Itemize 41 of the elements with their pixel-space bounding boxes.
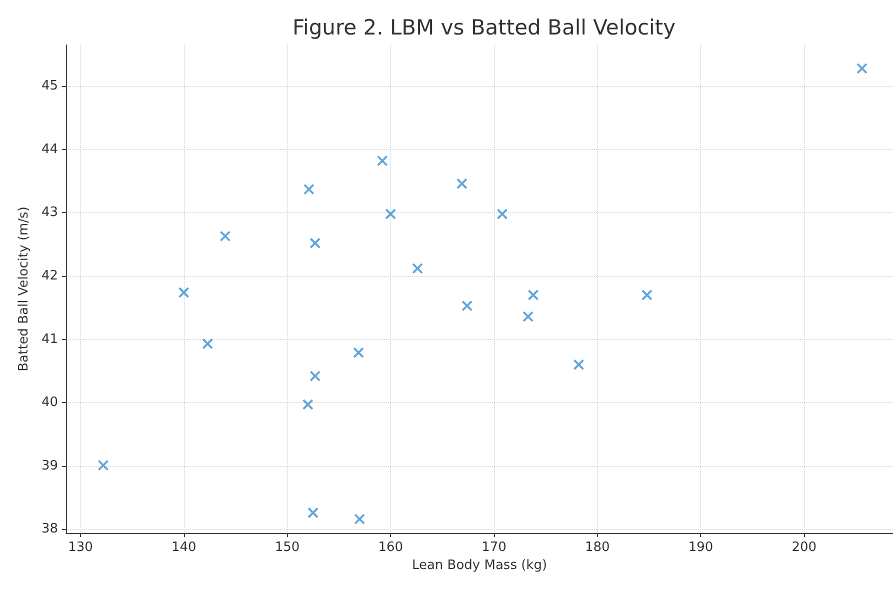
y-tick-label: 38 (41, 522, 58, 537)
point (496, 208, 508, 220)
point (178, 286, 190, 298)
x-tick-label: 200 (792, 540, 817, 555)
point (202, 338, 214, 350)
point (522, 311, 534, 322)
x-tick-label: 150 (274, 540, 300, 555)
x-tick-label: 180 (584, 540, 610, 555)
point (354, 514, 366, 525)
point (641, 290, 652, 301)
point (573, 359, 584, 370)
x-tick-label: 140 (171, 540, 196, 555)
y-tick-label: 40 (41, 395, 58, 410)
x-tick-label: 160 (378, 540, 404, 555)
point (302, 399, 314, 410)
x-tick-label: 190 (688, 540, 714, 555)
point (310, 238, 321, 249)
y-tick-label: 42 (41, 268, 58, 284)
point (412, 262, 423, 274)
y-tick-label: 39 (41, 458, 58, 474)
point (376, 155, 388, 166)
point (528, 290, 539, 301)
y-tick-label: 41 (41, 332, 58, 347)
point (385, 208, 396, 220)
point (98, 460, 109, 471)
point (353, 347, 364, 358)
point (303, 184, 314, 195)
chart-title: Figure 2. LBM vs Batted Ball Velocity (292, 16, 676, 40)
y-tick-label: 45 (41, 78, 58, 94)
point (456, 178, 468, 190)
x-axis-title: Lean Body Mass (kg) (412, 558, 548, 573)
point (462, 300, 473, 312)
point (856, 62, 868, 74)
x-tick-label: 170 (482, 540, 506, 555)
point (220, 230, 231, 242)
point (308, 507, 319, 518)
y-axis-title: Batted Ball Velocity (m/s) (16, 206, 32, 372)
y-tick-label: 44 (41, 142, 58, 157)
x-tick-label: 130 (68, 540, 93, 555)
y-tick-label: 43 (41, 205, 58, 220)
point (310, 370, 321, 382)
